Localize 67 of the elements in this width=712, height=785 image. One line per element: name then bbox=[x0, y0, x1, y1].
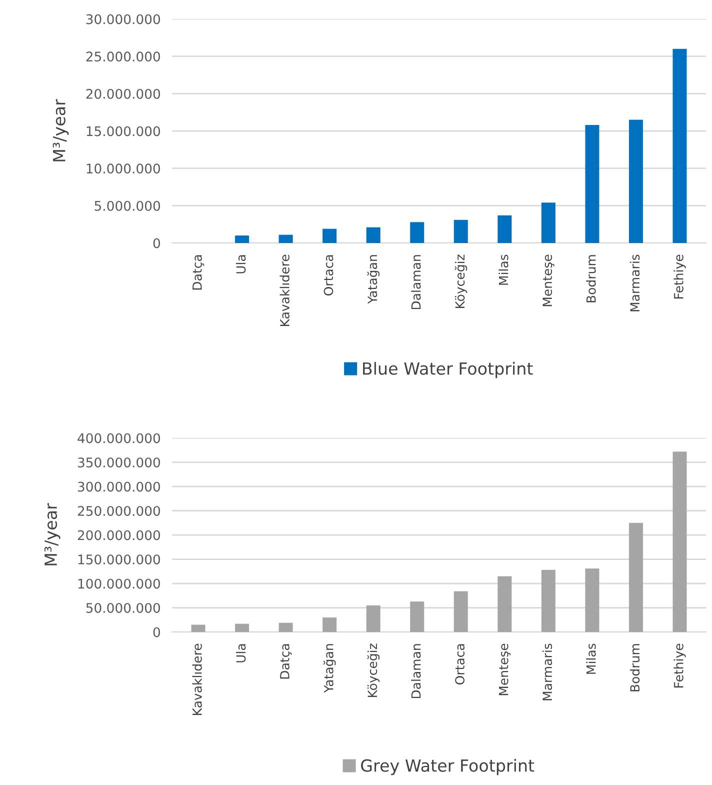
bar bbox=[454, 591, 468, 632]
bar bbox=[628, 120, 643, 243]
x-tick-label: Dalaman bbox=[411, 644, 421, 698]
x-tick-label: Milas bbox=[586, 644, 596, 674]
x-tick-label: Milas bbox=[498, 254, 508, 285]
bar bbox=[498, 576, 512, 632]
bar bbox=[278, 622, 293, 632]
x-tick-label: Kavaklıdere bbox=[280, 254, 290, 326]
bar bbox=[628, 522, 643, 632]
y-tick-label: 50.000.000 bbox=[86, 602, 160, 613]
y-tick-label: 350.000.000 bbox=[78, 457, 160, 468]
y-tick-label: 250.000.000 bbox=[78, 506, 160, 516]
bar bbox=[410, 601, 424, 632]
y-axis-title: M³/year bbox=[44, 503, 60, 566]
bar bbox=[585, 568, 600, 632]
x-tick-label: Köyceğiz bbox=[367, 644, 380, 698]
x-tick-label: Yatağan bbox=[323, 644, 336, 693]
x-tick-label: Yatağan bbox=[367, 255, 380, 304]
y-axis-title: M³/year bbox=[52, 99, 69, 162]
bar bbox=[366, 227, 380, 243]
x-tick-label: Datça bbox=[280, 644, 292, 679]
bar bbox=[454, 220, 468, 243]
y-tick-label: 0 bbox=[153, 627, 160, 638]
x-tick-label: Ula bbox=[236, 255, 246, 274]
x-tick-label: Fethiye bbox=[674, 644, 686, 688]
y-tick-label: 15.000.000 bbox=[86, 126, 160, 136]
x-tick-label: Ortaca bbox=[324, 255, 334, 296]
bar bbox=[585, 125, 600, 243]
legend-label: Blue Water Footprint bbox=[363, 362, 533, 378]
y-tick-label: 200.000.000 bbox=[78, 530, 160, 540]
y-tick-label: 150.000.000 bbox=[78, 554, 160, 564]
bar bbox=[322, 617, 337, 632]
x-tick-label: Ula bbox=[236, 644, 246, 662]
x-tick-label: Marmaris bbox=[630, 254, 640, 312]
x-tick-label: Ortaca bbox=[455, 644, 465, 684]
x-tick-label: Datça bbox=[192, 255, 204, 290]
bar bbox=[672, 452, 687, 632]
y-tick-label: 10.000.000 bbox=[86, 164, 160, 174]
y-tick-label: 300.000.000 bbox=[78, 482, 160, 492]
x-tick-label: Fethiye bbox=[674, 254, 686, 298]
y-tick-label: 20.000.000 bbox=[86, 88, 160, 99]
x-tick-label: Bodrum bbox=[586, 255, 596, 302]
x-tick-label: Dalaman bbox=[411, 255, 421, 310]
x-tick-label: Menteşe bbox=[542, 254, 554, 306]
x-tick-label: Köyceğiz bbox=[454, 254, 468, 308]
bar bbox=[672, 48, 687, 243]
x-tick-label: Marmaris bbox=[542, 644, 552, 700]
bar bbox=[498, 215, 512, 243]
x-tick-label: Kavaklıdere bbox=[192, 644, 202, 715]
bar bbox=[541, 202, 556, 243]
y-tick-label: 100.000.000 bbox=[78, 578, 160, 589]
legend-label: Grey Water Footprint bbox=[361, 758, 534, 776]
x-tick-label: Menteşe bbox=[498, 644, 511, 696]
bar bbox=[235, 236, 250, 243]
bar bbox=[541, 570, 556, 632]
bar bbox=[366, 605, 380, 632]
bar bbox=[322, 228, 337, 243]
bar bbox=[235, 624, 250, 632]
bar bbox=[191, 624, 206, 632]
y-tick-label: 400.000.000 bbox=[78, 433, 160, 444]
bar bbox=[278, 234, 293, 243]
y-tick-label: 30.000.000 bbox=[86, 14, 160, 24]
x-tick-label: Bodrum bbox=[630, 644, 640, 692]
y-tick-label: 0 bbox=[153, 238, 160, 248]
bar bbox=[410, 222, 424, 243]
y-tick-label: 5.000.000 bbox=[94, 200, 160, 211]
y-tick-label: 25.000.000 bbox=[86, 52, 160, 62]
